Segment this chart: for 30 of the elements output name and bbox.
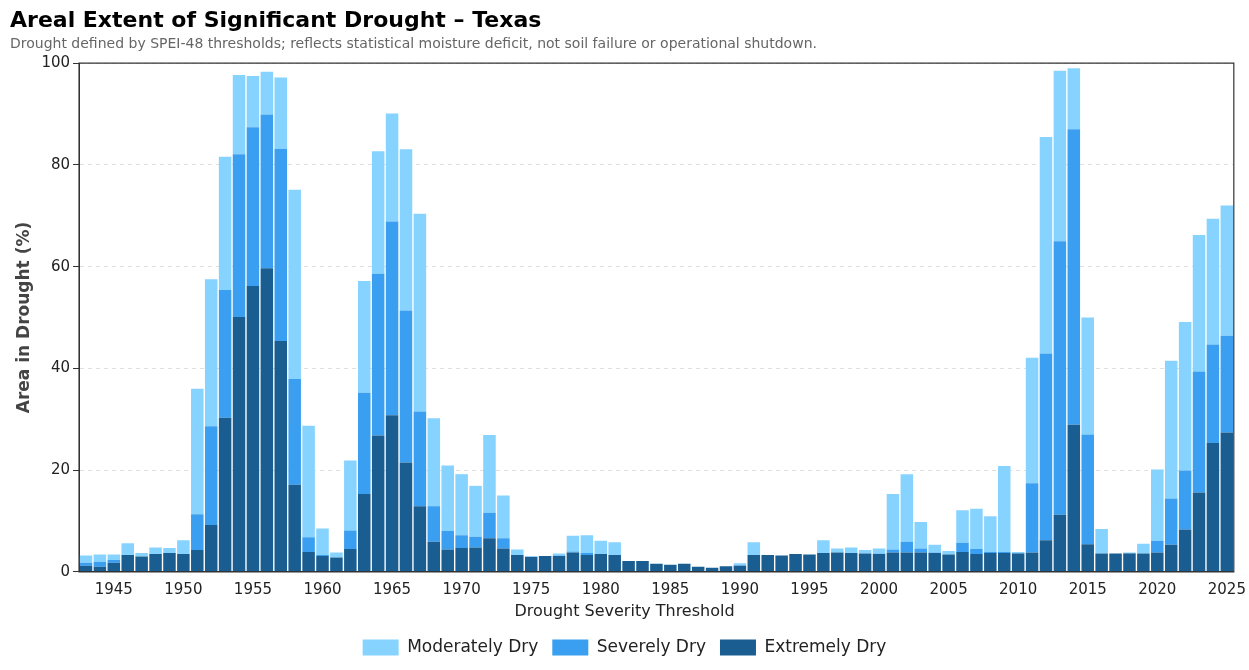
x-tick-label: 1970 [442, 579, 481, 598]
chart-subtitle: Drought defined by SPEI-48 thresholds; reflects statistical moisture deficit, not soil failure or operational shutdown. [10, 35, 817, 52]
x-tick-label: 1945 [94, 579, 133, 598]
legend-label: Moderately Dry [407, 635, 539, 656]
legend-title: Drought Severity Threshold [514, 600, 735, 620]
x-tick-label: 1985 [651, 579, 690, 598]
x-tick-label: 1950 [164, 579, 203, 598]
x-tick-label: 2005 [929, 579, 968, 598]
x-tick-label: 2000 [859, 579, 899, 598]
x-tick-label: 2020 [1138, 579, 1177, 598]
x-tick-label: 1990 [720, 579, 759, 598]
y-tick-label: 0 [60, 561, 71, 580]
y-tick-label: 80 [50, 154, 71, 173]
x-tick-label: 1955 [233, 579, 273, 598]
x-tick-label: 2025 [1207, 579, 1246, 598]
x-tick-label: 1960 [303, 579, 342, 598]
y-tick-label: 100 [41, 53, 71, 72]
chart-title: Areal Extent of Significant Drought – Texas [10, 6, 542, 32]
y-axis-title: Area in Drought (%) [12, 221, 33, 414]
x-tick-label: 1980 [581, 579, 620, 598]
y-tick-label: 40 [50, 358, 71, 377]
x-tick-label: 2010 [999, 579, 1038, 598]
legend-label: Severely Dry [596, 635, 706, 656]
x-tick-label: 1965 [372, 579, 412, 598]
x-tick-label: 1995 [790, 579, 829, 598]
y-tick-label: 20 [50, 459, 71, 478]
x-tick-label: 2015 [1068, 579, 1107, 598]
y-tick-label: 60 [50, 256, 71, 275]
legend-label: Extremely Dry [764, 635, 887, 656]
x-tick-label: 1975 [512, 579, 551, 598]
